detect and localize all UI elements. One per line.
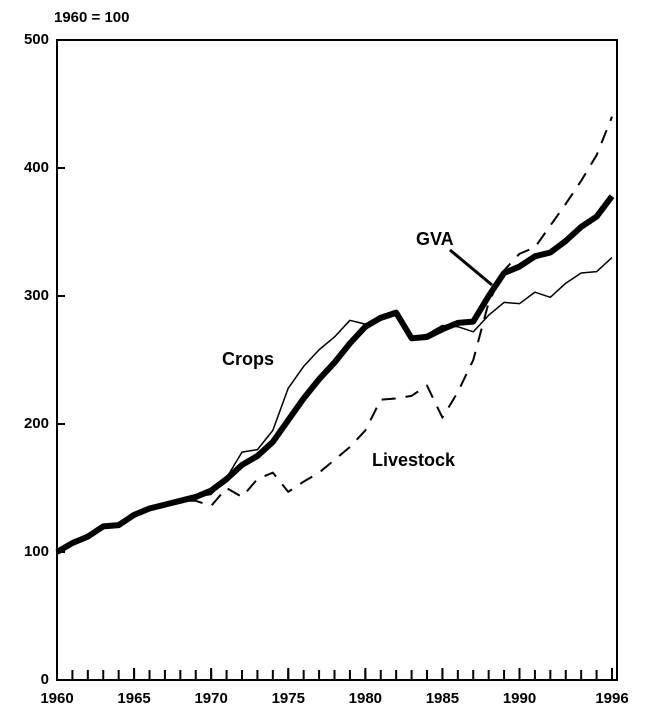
plot-frame xyxy=(56,39,618,681)
x-tick-label: 1965 xyxy=(117,690,150,707)
y-tick-label: 200 xyxy=(24,415,49,432)
y-tick-label: 400 xyxy=(24,159,49,176)
x-tick-label: 1985 xyxy=(426,690,459,707)
x-tick-label: 1960 xyxy=(40,690,73,707)
y-tick-label: 100 xyxy=(24,543,49,560)
x-tick-label: 1996 xyxy=(595,690,628,707)
x-tick-label: 1990 xyxy=(503,690,536,707)
x-tick-label: 1970 xyxy=(194,690,227,707)
x-tick-label: 1975 xyxy=(272,690,305,707)
pointer xyxy=(449,248,493,287)
x-tick-label: 1980 xyxy=(349,690,382,707)
series-line xyxy=(55,194,615,555)
crops-label: Crops xyxy=(222,349,274,369)
y-tick-label: 300 xyxy=(24,287,49,304)
series-line xyxy=(56,116,613,553)
subtitle: 1960 = 100 xyxy=(54,9,130,26)
series-line xyxy=(56,257,613,553)
y-tick-label: 500 xyxy=(24,31,49,48)
y-tick-label: 0 xyxy=(41,671,49,688)
gva-label: GVA xyxy=(416,229,454,249)
livestock-label: Livestock xyxy=(372,450,456,470)
